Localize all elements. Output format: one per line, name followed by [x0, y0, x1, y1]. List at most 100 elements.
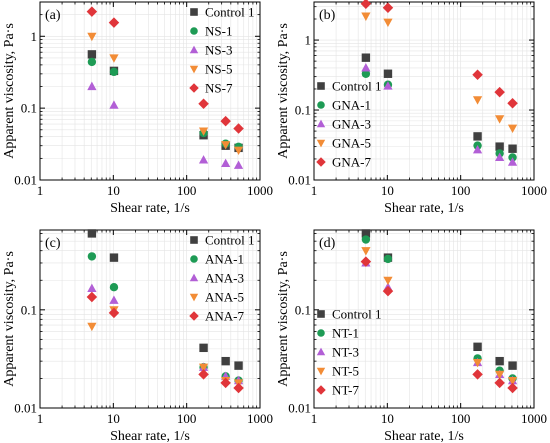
legend-label: Control 1	[205, 5, 254, 20]
data-point	[87, 229, 97, 238]
legend-item: Control 1	[317, 307, 381, 322]
panel-label: (c)	[45, 236, 61, 251]
legend-marker	[190, 255, 198, 263]
data-point	[473, 342, 482, 352]
data-point	[198, 369, 209, 380]
panel-label: (d)	[319, 236, 336, 251]
data-point	[472, 69, 483, 80]
legend-item: NS-7	[189, 81, 233, 96]
series-gna-3	[361, 63, 518, 166]
x-tick-label: 100	[177, 183, 197, 198]
y-axis-title: Apparent viscosity, Pa·s	[2, 23, 17, 159]
data-point	[108, 17, 120, 28]
legend-item: NT-1	[317, 326, 359, 341]
x-tick-label: 1000	[247, 183, 273, 198]
legend-label: NT-3	[332, 345, 359, 360]
legend: Control 1 ANA-1 ANA-3 ANA-5 ANA-7	[189, 233, 254, 324]
data-point	[361, 53, 371, 62]
data-point	[87, 50, 97, 59]
plot-frame	[313, 1, 535, 181]
y-tick-label: 0.01	[288, 173, 311, 188]
series-control-1	[361, 53, 517, 153]
data-point	[233, 382, 244, 394]
y-tick-label: 0.1	[21, 302, 37, 317]
data-point	[109, 67, 119, 77]
x-axis-title: Shear rate, 1/s	[110, 201, 190, 216]
y-tick-label: 0.1	[295, 302, 311, 317]
data-point	[360, 256, 372, 267]
data-point	[198, 155, 209, 164]
data-point	[233, 123, 244, 134]
series-gna-1	[361, 69, 517, 162]
series-ns-3	[87, 81, 244, 169]
x-tick-label: 1000	[247, 411, 273, 426]
data-point	[233, 160, 244, 169]
legend-item: NT-5	[316, 364, 359, 379]
legend-label: ANA-5	[205, 290, 244, 305]
data-point	[495, 356, 504, 366]
data-point	[109, 282, 119, 292]
legend-label: GNA-1	[332, 98, 371, 113]
data-point	[495, 152, 505, 162]
legend-item: ANA-3	[189, 271, 244, 286]
legend-label: Control 1	[332, 307, 381, 322]
legend-label: NT-7	[332, 383, 359, 398]
data-point	[495, 115, 505, 124]
legend-marker	[189, 273, 199, 282]
legend-marker	[316, 385, 326, 395]
data-point	[508, 144, 517, 153]
data-point	[221, 158, 231, 168]
legend-marker	[317, 101, 325, 109]
legend-marker	[316, 119, 326, 128]
chart-panel-b: 1 10 100 1000 0.01 0.1 1 Shear rate, 1/s Apparen…	[276, 0, 547, 216]
data-point	[494, 377, 505, 389]
y-axis-title: Apparent viscosity, Pa·s	[276, 23, 291, 159]
data-point	[507, 382, 518, 394]
data-point	[221, 356, 230, 366]
data-point	[198, 127, 209, 136]
data-point	[361, 229, 371, 238]
x-tick-label: 1	[311, 411, 318, 426]
grid-lines	[40, 230, 260, 408]
data-point	[233, 146, 244, 156]
legend-marker	[190, 27, 198, 35]
x-tick-label: 10	[381, 411, 394, 426]
legend-item: NS-1	[190, 24, 232, 39]
y-tick-label: 0.01	[14, 401, 37, 416]
legend-marker	[316, 157, 326, 167]
x-tick-label: 100	[451, 411, 471, 426]
x-tick-label: 1	[37, 183, 44, 198]
x-axis-title: Shear rate, 1/s	[384, 429, 464, 443]
data-point	[220, 377, 231, 389]
data-point	[234, 361, 243, 370]
legend-item: NT-7	[316, 383, 359, 398]
minor-ticks	[40, 2, 260, 180]
data-point	[109, 54, 119, 63]
legend-label: GNA-3	[332, 117, 371, 132]
series-gna-5	[361, 12, 518, 134]
data-point	[508, 361, 517, 370]
legend-label: ANA-3	[205, 271, 244, 286]
data-point	[199, 343, 208, 353]
chart-panel-a: 1 10 100 1000 0.01 0.1 1 Shear rate, 1/s Apparen…	[2, 1, 273, 216]
data-point	[495, 142, 504, 151]
data-point	[473, 132, 482, 141]
series-control-1	[87, 229, 243, 370]
x-tick-label: 10	[107, 411, 120, 426]
x-tick-label: 10	[381, 183, 394, 198]
legend-item: GNA-3	[316, 117, 371, 132]
legend-label: ANA-1	[205, 252, 244, 267]
x-tick-label: 1	[37, 411, 44, 426]
legend-label: Control 1	[332, 79, 381, 94]
legend-marker	[189, 83, 199, 93]
data-point	[507, 98, 518, 109]
minor-ticks	[40, 230, 260, 408]
legend-label: GNA-5	[332, 136, 371, 151]
y-tick-label: 0.01	[14, 173, 37, 188]
x-tick-label: 1000	[521, 411, 547, 426]
x-axis-title: Shear rate, 1/s	[110, 429, 190, 443]
legend-marker	[190, 8, 198, 16]
legend-marker	[190, 236, 198, 244]
legend-item: GNA-1	[317, 98, 371, 113]
data-point	[198, 363, 209, 373]
